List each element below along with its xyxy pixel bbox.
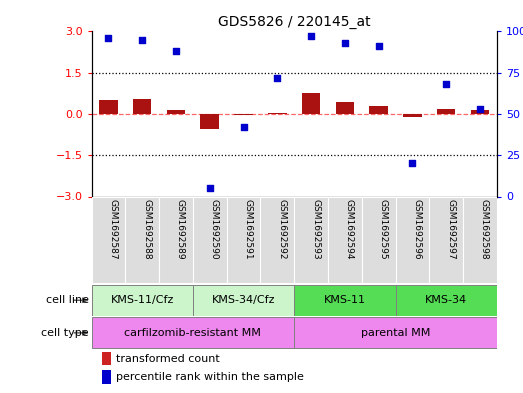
Text: GSM1692597: GSM1692597 xyxy=(446,199,455,260)
Text: GSM1692598: GSM1692598 xyxy=(480,199,489,260)
Text: transformed count: transformed count xyxy=(116,354,220,364)
Point xyxy=(307,33,315,40)
Point xyxy=(374,43,383,50)
Text: GSM1692587: GSM1692587 xyxy=(108,199,118,260)
Text: KMS-34/Cfz: KMS-34/Cfz xyxy=(212,295,275,305)
Bar xyxy=(302,94,321,114)
Text: GSM1692593: GSM1692593 xyxy=(311,199,320,260)
Bar xyxy=(362,196,395,283)
Point xyxy=(138,37,146,43)
Bar xyxy=(429,196,463,283)
Bar xyxy=(102,352,110,365)
Text: cell line: cell line xyxy=(46,295,89,305)
Point xyxy=(340,40,349,46)
Bar xyxy=(260,196,294,283)
Point xyxy=(104,35,112,41)
Bar xyxy=(395,196,429,283)
Text: KMS-11/Cfz: KMS-11/Cfz xyxy=(110,295,174,305)
Point xyxy=(442,81,450,87)
Text: GSM1692589: GSM1692589 xyxy=(176,199,185,260)
Bar xyxy=(99,100,118,114)
Point xyxy=(273,75,281,81)
Bar xyxy=(328,196,362,283)
Bar xyxy=(437,109,456,114)
Bar xyxy=(193,196,226,283)
Point xyxy=(408,160,417,167)
Point xyxy=(206,185,214,191)
Bar xyxy=(92,196,126,283)
Text: GSM1692592: GSM1692592 xyxy=(277,199,286,260)
Text: carfilzomib-resistant MM: carfilzomib-resistant MM xyxy=(124,328,262,338)
Text: GSM1692590: GSM1692590 xyxy=(210,199,219,260)
Title: GDS5826 / 220145_at: GDS5826 / 220145_at xyxy=(218,15,370,29)
Bar xyxy=(102,370,110,384)
Text: GSM1692596: GSM1692596 xyxy=(413,199,422,260)
Bar xyxy=(234,114,253,116)
Text: cell type: cell type xyxy=(41,328,89,338)
Bar xyxy=(369,106,388,114)
Bar xyxy=(133,99,152,114)
Bar xyxy=(395,285,497,316)
Text: KMS-11: KMS-11 xyxy=(324,295,366,305)
Bar xyxy=(167,110,185,114)
Text: GSM1692595: GSM1692595 xyxy=(379,199,388,260)
Point xyxy=(172,48,180,54)
Bar xyxy=(294,318,497,348)
Bar xyxy=(126,196,159,283)
Point xyxy=(240,124,248,130)
Bar xyxy=(403,114,422,117)
Bar xyxy=(336,101,354,114)
Text: parental MM: parental MM xyxy=(361,328,430,338)
Bar xyxy=(294,285,395,316)
Text: GSM1692594: GSM1692594 xyxy=(345,199,354,260)
Bar xyxy=(294,196,328,283)
Text: GSM1692588: GSM1692588 xyxy=(142,199,151,260)
Text: percentile rank within the sample: percentile rank within the sample xyxy=(116,372,303,382)
Bar xyxy=(200,114,219,129)
Bar xyxy=(463,196,497,283)
Bar xyxy=(159,196,193,283)
Text: KMS-34: KMS-34 xyxy=(425,295,467,305)
Bar xyxy=(92,318,294,348)
Point xyxy=(476,106,484,112)
Bar xyxy=(471,110,489,114)
Bar xyxy=(92,285,193,316)
Text: GSM1692591: GSM1692591 xyxy=(244,199,253,260)
Bar xyxy=(193,285,294,316)
Bar xyxy=(226,196,260,283)
